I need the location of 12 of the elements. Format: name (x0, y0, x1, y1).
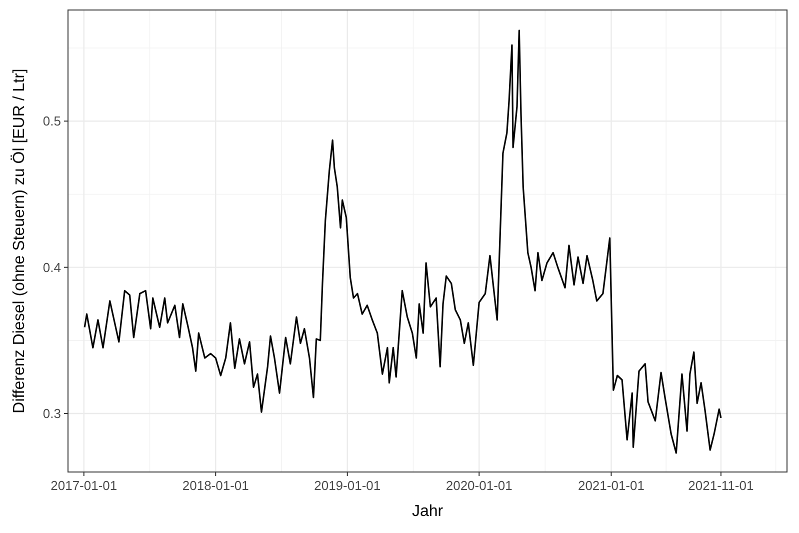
x-tick-label: 2017-01-01 (50, 478, 118, 493)
y-axis-title: Differenz Diesel (ohne Steuern) zu Öl [EUR / Ltr] (10, 68, 28, 414)
y-tick-label: 0.4 (42, 260, 61, 275)
x-tick-label: 2018-01-01 (182, 478, 249, 493)
line-series (84, 30, 722, 454)
x-tick-label: 2021-11-01 (688, 478, 754, 493)
y-tick-label: 0.5 (42, 114, 61, 129)
x-tick-label: 2021-01-01 (578, 478, 644, 493)
x-tick-label: 2019-01-01 (314, 478, 381, 493)
x-tick-label: 2020-01-01 (446, 478, 512, 493)
x-axis-title: Jahr (412, 503, 444, 520)
y-tick-label: 0.3 (42, 406, 61, 422)
